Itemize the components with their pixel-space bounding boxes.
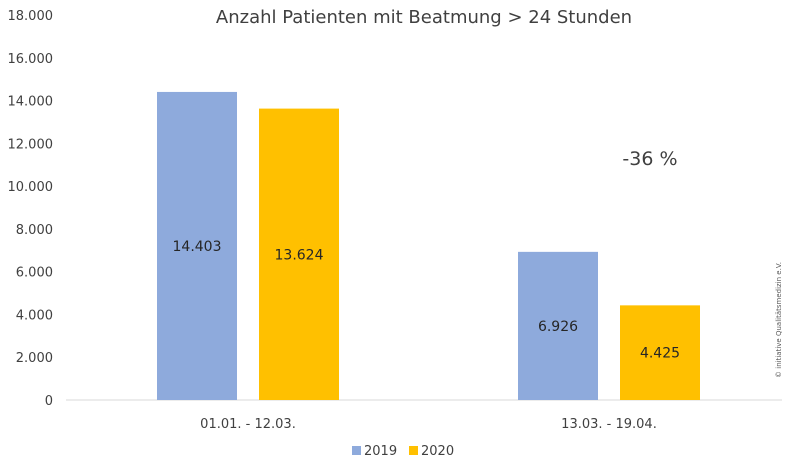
category-labels: 01.01. - 12.03. 13.03. - 19.04. [200, 417, 657, 432]
credit-text: © initiative Qualitätsmedizin e.V. [775, 262, 783, 378]
y-tick-label: 2.000 [16, 351, 53, 366]
y-tick-label: 18.000 [8, 9, 54, 24]
legend-swatch [409, 446, 418, 455]
y-tick-label: 14.000 [8, 95, 54, 110]
legend: 2019 2020 [352, 444, 454, 459]
y-tick-label: 12.000 [8, 137, 54, 152]
percent-change-annotation: -36 % [622, 148, 677, 170]
data-label: 4.425 [640, 346, 680, 362]
data-label: 13.624 [275, 247, 324, 263]
y-tick-label: 10.000 [8, 180, 54, 195]
bar-2020 [259, 108, 339, 400]
y-tick-label: 0 [45, 394, 53, 409]
bar-2019 [518, 251, 598, 400]
legend-label: 2020 [421, 444, 454, 459]
y-tick-label: 6.000 [16, 266, 53, 281]
bar-2019 [157, 91, 237, 400]
bars: 14.403 13.624 6.926 4.425 [157, 91, 700, 400]
bar-2020 [620, 305, 700, 400]
legend-label: 2019 [364, 444, 397, 459]
y-tick-label: 16.000 [8, 52, 54, 67]
legend-swatch [352, 446, 361, 455]
y-axis: 0 2.000 4.000 6.000 8.000 10.000 12.000 14.000 1… [8, 9, 54, 409]
chart-title: Anzahl Patienten mit Beatmung > 24 Stund… [216, 7, 632, 28]
x-category-label: 01.01. - 12.03. [200, 417, 296, 432]
data-label: 14.403 [173, 239, 222, 255]
y-tick-label: 8.000 [16, 223, 53, 238]
y-tick-label: 4.000 [16, 308, 53, 323]
data-label: 6.926 [538, 319, 578, 335]
x-category-label: 13.03. - 19.04. [561, 417, 657, 432]
